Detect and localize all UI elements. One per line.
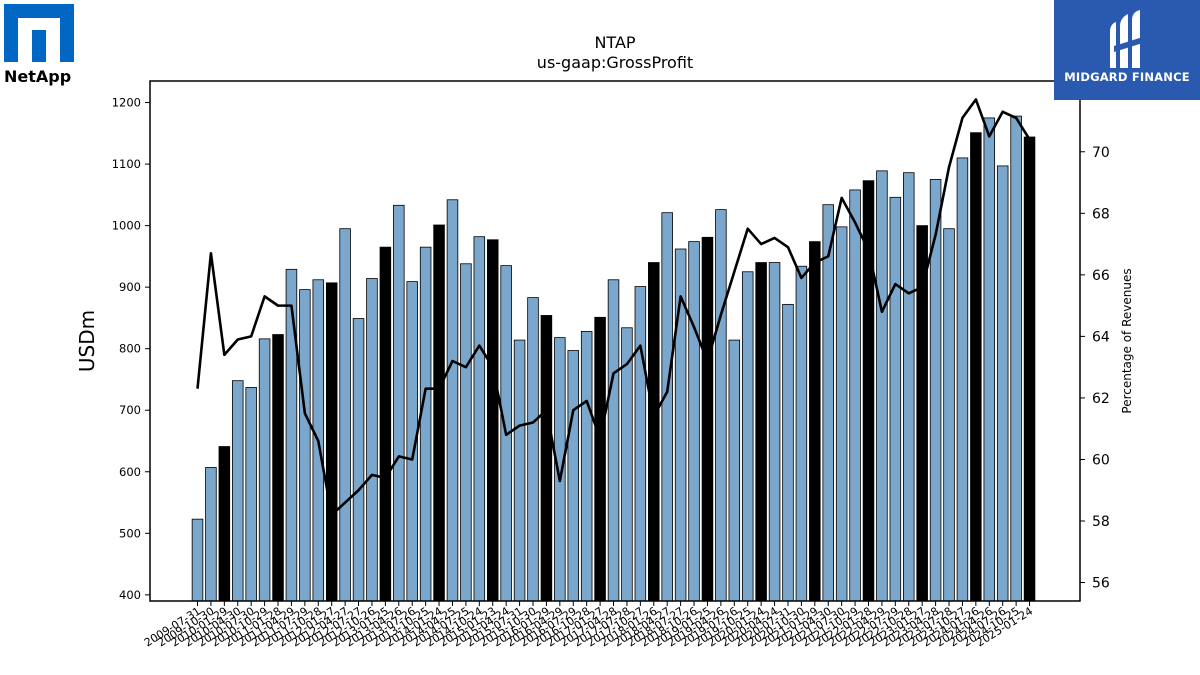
bar: [218, 446, 231, 602]
bar: [621, 327, 633, 602]
bar: [580, 331, 593, 602]
y-tick-label: 800: [119, 342, 141, 356]
bar: [191, 518, 204, 602]
y-tick-label: 1200: [112, 96, 141, 110]
bar: [755, 262, 767, 602]
bar: [1010, 115, 1022, 602]
plot-frame: [149, 80, 1081, 602]
bar: [433, 224, 445, 602]
bar: [715, 209, 727, 602]
y2-tick-label: 64: [1092, 329, 1110, 345]
midgard-logo-icon: [1110, 10, 1146, 68]
bar: [648, 262, 660, 602]
netapp-logo-icon: [4, 4, 74, 62]
bar: [540, 315, 553, 602]
midgard-finance-logo: MIDGARD FINANCE: [1054, 0, 1200, 100]
y2-tick-label: 68: [1092, 206, 1110, 222]
bar: [795, 265, 808, 602]
bar: [232, 380, 244, 602]
chart-title: NTAP: [594, 33, 635, 52]
bar: [245, 387, 257, 602]
bar: [258, 338, 271, 602]
bar: [554, 337, 566, 602]
y-tick-label: 1100: [112, 157, 141, 171]
y-axis-label: USDm: [75, 310, 99, 372]
bar: [741, 271, 754, 602]
bar: [876, 170, 888, 602]
bar: [956, 157, 969, 602]
netapp-logo-text: NetApp: [4, 67, 72, 86]
bar: [889, 196, 902, 602]
y-tick-label: 1000: [112, 219, 141, 233]
bar: [379, 246, 392, 602]
bar: [688, 241, 700, 602]
bar: [607, 279, 620, 602]
bar: [903, 172, 915, 602]
bar: [205, 467, 217, 602]
netapp-logo: NetApp: [4, 4, 80, 94]
y2-tick-label: 66: [1092, 268, 1110, 284]
bar: [970, 132, 982, 602]
y2-tick-label: 70: [1092, 145, 1110, 161]
bar: [634, 286, 647, 602]
bar: [943, 228, 955, 602]
bar: [929, 179, 942, 602]
bar: [486, 239, 499, 602]
y-tick-label: 500: [119, 526, 141, 540]
percentage-line: [196, 98, 1031, 517]
y-tick-label: 600: [119, 465, 141, 479]
y2-tick-label: 58: [1092, 514, 1110, 530]
bar: [473, 236, 486, 602]
bar: [513, 339, 526, 602]
bar: [272, 334, 284, 602]
y2-tick-label: 62: [1092, 391, 1110, 407]
bar: [996, 165, 1009, 602]
bar: [285, 268, 298, 602]
bar: [701, 236, 714, 602]
bar: [299, 289, 311, 602]
bar: [594, 316, 606, 602]
bar: [419, 246, 432, 602]
bar: [661, 212, 673, 602]
bar: [822, 204, 834, 602]
y2-tick-label: 60: [1092, 452, 1110, 468]
bar: [835, 226, 848, 602]
bar: [393, 204, 405, 602]
bar: [983, 117, 996, 602]
chart-subtitle: us-gaap:GrossProfit: [537, 53, 693, 72]
bar: [1023, 136, 1036, 602]
bar: [460, 263, 472, 602]
y-tick-label: 400: [119, 588, 141, 602]
bar: [527, 297, 539, 602]
y-tick-label: 700: [119, 403, 141, 417]
bar: [339, 228, 351, 602]
bar: [809, 241, 821, 602]
bar: [768, 262, 781, 602]
bar: [849, 189, 861, 602]
bar: [366, 278, 378, 602]
bar: [567, 350, 580, 602]
y2-axis-label: Percentage of Revenues: [1120, 268, 1134, 413]
y-tick-label: 900: [119, 280, 141, 294]
bar: [728, 339, 741, 602]
bar: [325, 282, 338, 602]
y2-tick-label: 56: [1092, 576, 1110, 592]
midgard-logo-text: MIDGARD FINANCE: [1064, 70, 1190, 84]
bar: [782, 303, 794, 602]
bar: [352, 318, 365, 602]
bar: [446, 199, 459, 602]
